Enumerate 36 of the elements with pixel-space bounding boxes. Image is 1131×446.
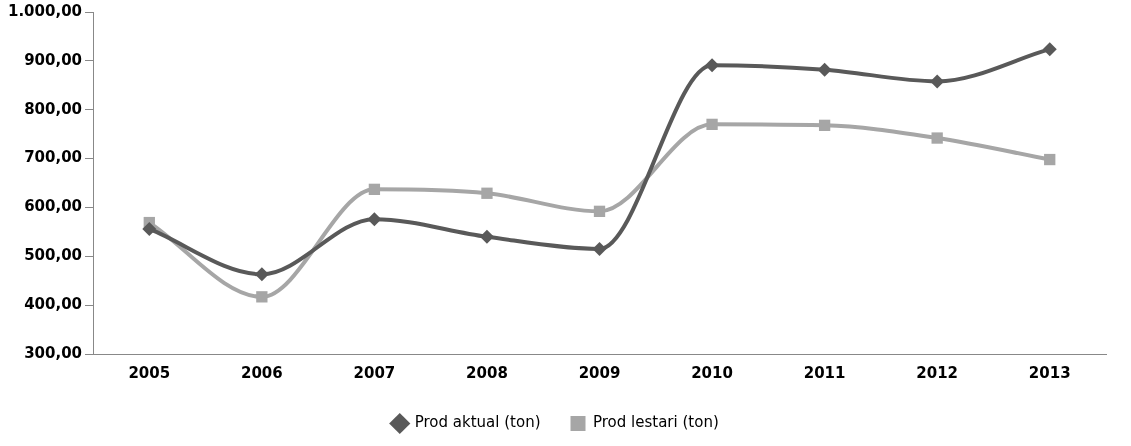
point (931, 132, 943, 144)
point (705, 58, 720, 73)
point (1044, 153, 1056, 166)
y-tick-label: 1.000,00 (7, 1, 83, 20)
point (818, 119, 831, 132)
point (256, 291, 268, 303)
y-tick-label: 300,00 (24, 343, 83, 362)
legend-label: Prod aktual (ton) (414, 413, 541, 432)
point (479, 229, 494, 244)
legend-label: Prod lestari (ton) (593, 413, 719, 432)
y-tick-label: 400,00 (24, 295, 83, 314)
point (593, 205, 606, 217)
x-tick-label: 2005 (128, 363, 171, 382)
x-tick-label: 2009 (578, 363, 621, 382)
point (254, 267, 269, 282)
x-tick-label: 2007 (353, 363, 396, 382)
point (1042, 42, 1057, 57)
point (367, 212, 382, 227)
x-tick-label: 2012 (916, 363, 959, 382)
point (817, 62, 832, 77)
y-tick-label: 700,00 (24, 148, 83, 167)
point (930, 74, 945, 89)
point (142, 221, 157, 236)
point (481, 187, 493, 199)
x-tick-label: 2011 (803, 363, 846, 382)
x-tick-label: 2008 (466, 363, 508, 382)
y-tick-label: 800,00 (24, 99, 83, 118)
y-tick-label: 900,00 (24, 50, 83, 69)
y-tick-label: 500,00 (24, 246, 83, 265)
point (368, 183, 381, 196)
y-tick-label: 600,00 (24, 197, 83, 216)
point (706, 118, 718, 131)
x-tick-label: 2013 (1028, 363, 1071, 382)
x-tick-label: 2010 (691, 363, 733, 382)
x-tick-label: 2006 (240, 363, 283, 382)
point (592, 241, 607, 256)
